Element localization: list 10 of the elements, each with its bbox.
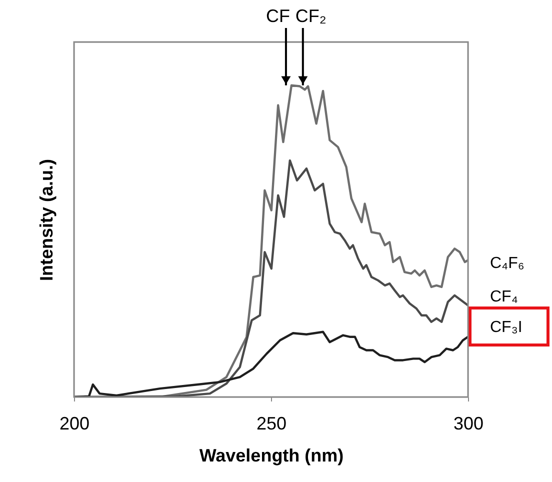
x-tick-label: 300 [453, 414, 484, 434]
series-label: CF₄ [490, 288, 518, 306]
x-axis-title: Wavelength (nm) [199, 446, 344, 466]
x-tick-label: 200 [59, 414, 90, 434]
series-label: C₄F₆ [490, 255, 524, 272]
y-axis-title: Intensity (a.u.) [36, 158, 56, 282]
series-label: CF₃I [490, 318, 522, 336]
annotation: CF [266, 6, 290, 26]
x-tick-label: 250 [256, 414, 287, 434]
annotation: CF₂ [295, 6, 326, 26]
